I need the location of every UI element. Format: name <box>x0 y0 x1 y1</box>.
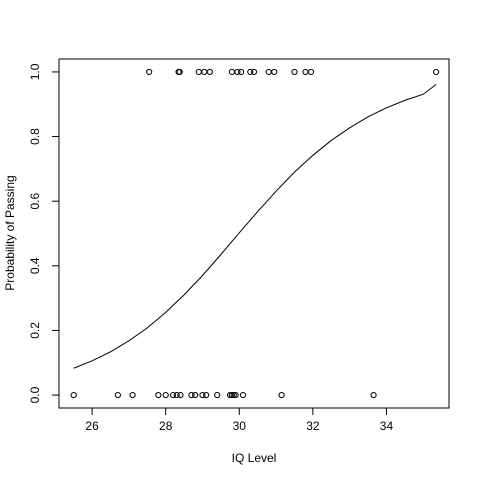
y-tick-label: 0.8 <box>28 128 42 145</box>
data-point <box>146 68 153 76</box>
data-point <box>206 68 213 76</box>
data-point <box>232 391 239 399</box>
data-points <box>70 68 440 399</box>
data-point <box>307 68 315 76</box>
data-point <box>433 68 440 76</box>
y-axis: 0.0 0.2 0.4 0.6 0.8 1.0 <box>28 63 59 403</box>
y-tick-label: 0.2 <box>28 322 42 339</box>
data-point <box>192 391 199 399</box>
data-point <box>250 68 258 76</box>
data-point <box>247 68 254 76</box>
y-tick-label: 1.0 <box>28 63 42 80</box>
data-point <box>228 391 236 399</box>
data-point <box>291 68 298 76</box>
data-point <box>239 391 247 399</box>
data-point <box>370 391 377 399</box>
data-point <box>271 68 278 76</box>
data-point <box>195 68 202 76</box>
data-point <box>228 68 236 76</box>
data-point <box>203 391 210 399</box>
x-axis: 26 28 30 32 34 <box>85 408 393 433</box>
x-tick-label: 28 <box>159 419 173 433</box>
data-point <box>176 68 183 76</box>
data-point <box>114 391 121 399</box>
data-point <box>129 391 136 399</box>
data-point <box>265 68 272 76</box>
plot-frame <box>58 58 450 409</box>
y-tick-label: 0.0 <box>28 386 42 403</box>
x-tick-label: 26 <box>85 419 99 433</box>
x-tick-label: 32 <box>306 419 320 433</box>
data-point <box>278 391 285 399</box>
data-point <box>177 391 184 399</box>
x-axis-label: IQ Level <box>232 451 277 465</box>
data-point <box>70 391 77 399</box>
data-point <box>199 391 206 399</box>
y-tick-label: 0.4 <box>28 257 42 274</box>
data-point <box>214 391 221 399</box>
data-point <box>302 68 309 76</box>
y-tick-label: 0.6 <box>28 193 42 210</box>
x-tick-label: 30 <box>233 419 247 433</box>
data-point <box>169 391 177 399</box>
x-tick-label: 34 <box>380 419 394 433</box>
data-point <box>201 68 208 76</box>
data-point <box>238 68 245 76</box>
data-point <box>234 68 241 76</box>
data-point <box>155 391 162 399</box>
data-point <box>173 391 180 399</box>
data-point <box>162 391 169 399</box>
fitted-curve <box>73 84 437 369</box>
data-point <box>230 391 237 399</box>
y-axis-label: Probability of Passing <box>3 175 17 290</box>
data-point <box>188 391 195 399</box>
